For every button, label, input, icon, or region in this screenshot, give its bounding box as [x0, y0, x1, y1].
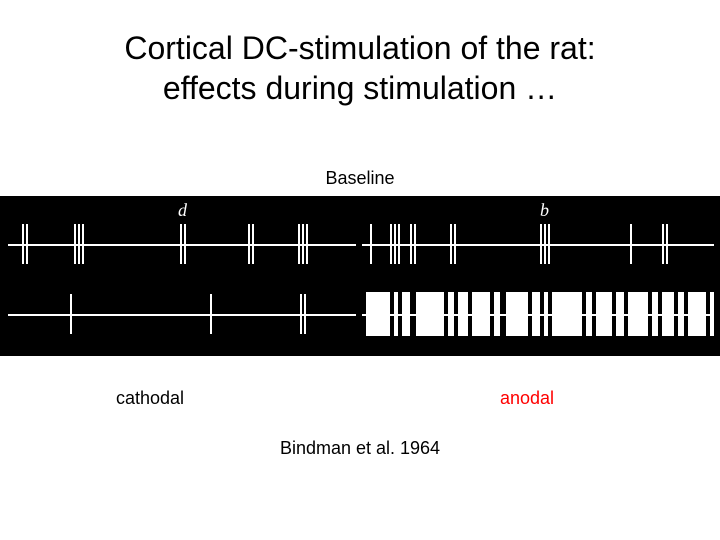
spike — [26, 224, 28, 264]
spike — [184, 224, 186, 264]
spike — [304, 294, 306, 334]
anodal-label: anodal — [500, 388, 554, 409]
spike — [252, 224, 254, 264]
spike — [302, 224, 304, 264]
spike-burst — [678, 292, 684, 336]
spike-burst — [494, 292, 500, 336]
title-line-2: effects during stimulation … — [163, 70, 557, 106]
spike-burst — [552, 292, 582, 336]
spike-burst — [586, 292, 592, 336]
spike — [666, 224, 668, 264]
spike — [390, 224, 392, 264]
spike-burst — [688, 292, 706, 336]
spike — [540, 224, 542, 264]
spike-burst — [596, 292, 612, 336]
spike — [414, 224, 416, 264]
spike-burst — [448, 292, 454, 336]
spike — [370, 224, 372, 264]
spike — [306, 224, 308, 264]
spike — [248, 224, 250, 264]
spike — [74, 224, 76, 264]
spike — [210, 294, 212, 334]
spike — [22, 224, 24, 264]
spike — [398, 224, 400, 264]
spike-burst — [416, 292, 444, 336]
spike — [180, 224, 182, 264]
spike-burst — [532, 292, 540, 336]
spike — [78, 224, 80, 264]
spike — [82, 224, 84, 264]
spike-burst — [710, 292, 714, 336]
spike — [410, 224, 412, 264]
spike — [630, 224, 632, 264]
panel-letter: d — [178, 200, 187, 221]
spike-burst — [402, 292, 410, 336]
spike-burst — [662, 292, 674, 336]
cathodal-label: cathodal — [116, 388, 184, 409]
spike — [454, 224, 456, 264]
recording-figure: db — [0, 196, 720, 356]
spike — [548, 224, 550, 264]
spike — [70, 294, 72, 334]
spike-burst — [506, 292, 528, 336]
spike-burst — [394, 292, 398, 336]
slide: Cortical DC-stimulation of the rat: effe… — [0, 0, 720, 540]
spike-burst — [616, 292, 624, 336]
spike-burst — [472, 292, 490, 336]
spike — [300, 294, 302, 334]
spike — [450, 224, 452, 264]
spike-burst — [458, 292, 468, 336]
title-line-1: Cortical DC-stimulation of the rat: — [124, 30, 595, 66]
spike — [662, 224, 664, 264]
spike-burst — [366, 292, 390, 336]
panel-letter: b — [540, 200, 549, 221]
spike — [394, 224, 396, 264]
baseline-label: Baseline — [0, 168, 720, 189]
slide-title: Cortical DC-stimulation of the rat: effe… — [0, 28, 720, 108]
citation-text: Bindman et al. 1964 — [0, 438, 720, 459]
spike — [298, 224, 300, 264]
spike — [544, 224, 546, 264]
spike-burst — [652, 292, 658, 336]
spike-burst — [544, 292, 548, 336]
spike-burst — [628, 292, 648, 336]
